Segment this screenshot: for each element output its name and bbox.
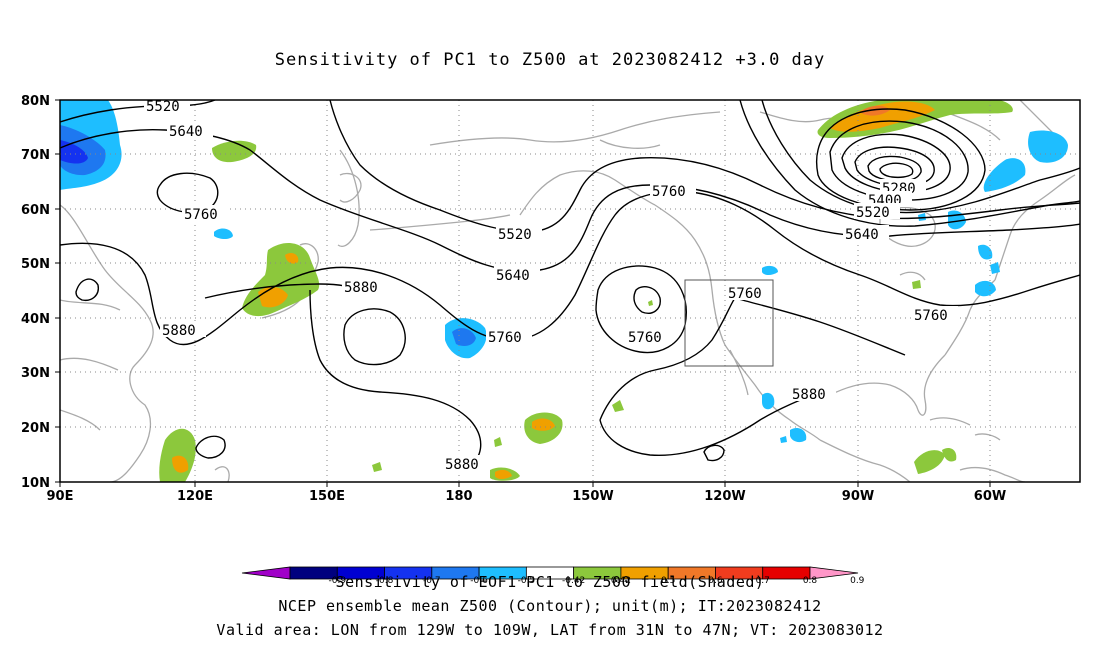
colorbar-tick-label: 0.6 <box>708 576 723 586</box>
contour-label: 5520 <box>146 99 180 115</box>
coastlines <box>60 100 1076 482</box>
lat-label: 80N <box>21 94 50 109</box>
lat-label: 10N <box>21 476 50 491</box>
contour-label: 5880 <box>344 280 378 296</box>
lat-label: 30N <box>21 366 50 381</box>
grid-lines <box>60 100 1080 482</box>
colorbar-tick-label: -0.8 <box>376 576 394 586</box>
colorbar-swatch <box>809 566 859 580</box>
contour-labels: 5520 5640 5760 5880 5520 5640 5760 5880 … <box>144 97 958 473</box>
colorbar-tick-label: 0.42 <box>611 576 631 586</box>
lon-label: 90E <box>47 489 74 504</box>
contour-label: 5760 <box>728 286 762 302</box>
latitude-labels: 80N 70N 60N 50N 40N 30N 20N 10N <box>21 94 50 491</box>
colorbar: -0.9 -0.8 -0.7 -0.6 -0.5 -0.42 0.42 0.5 0.6 0.7 0.… <box>241 566 865 586</box>
colorbar-tick-label: -0.6 <box>470 576 488 586</box>
colorbar-tick-label: -0.9 <box>328 576 346 586</box>
contour-label: 5760 <box>184 207 218 223</box>
contour-label: 5760 <box>652 184 686 200</box>
z500-contours <box>60 100 1080 466</box>
colorbar-tick-label: -0.5 <box>518 576 536 586</box>
contour-label: 5880 <box>162 323 196 339</box>
footer-line-2: NCEP ensemble mean Z500 (Contour); unit(… <box>278 597 822 615</box>
chart-title: Sensitivity of PC1 to Z500 at 2023082412… <box>274 50 826 70</box>
lon-label: 120W <box>704 489 745 504</box>
lon-label: 120E <box>177 489 213 504</box>
lon-label: 60W <box>974 489 1006 504</box>
lat-label: 20N <box>21 421 50 436</box>
contour-label: 5520 <box>498 227 532 243</box>
contour-label: 5640 <box>496 268 530 284</box>
lat-label: 60N <box>21 203 50 218</box>
contour-label: 5880 <box>792 387 826 403</box>
lon-label: 90W <box>842 489 874 504</box>
plot-frame <box>59 99 1081 483</box>
lon-label: 150W <box>572 489 613 504</box>
lon-label: 180 <box>445 489 472 504</box>
footer-line-3: Valid area: LON from 129W to 109W, LAT f… <box>216 621 884 639</box>
colorbar-tick-label: 0.7 <box>756 576 770 586</box>
positive-sensitivity-area <box>212 140 257 163</box>
contour-label: 5640 <box>845 227 879 243</box>
lon-label: 150E <box>309 489 345 504</box>
lat-label: 50N <box>21 257 50 272</box>
sensitivity-shading <box>60 100 1068 482</box>
colorbar-tick-label: 0.9 <box>850 576 865 586</box>
longitude-labels: 90E 120E 150E 180 150W 120W 90W 60W <box>47 489 1007 504</box>
lat-label: 70N <box>21 148 50 163</box>
footer-line-1: Sensitivity of EOF1 PC1 to Z500 field(Sh… <box>335 573 765 591</box>
colorbar-tick-label: 0.8 <box>803 576 818 586</box>
lat-label: 40N <box>21 312 50 327</box>
contour-label: 5760 <box>488 330 522 346</box>
contour-label: 5760 <box>628 330 662 346</box>
contour-label: 5640 <box>169 124 203 140</box>
contour-label: 5520 <box>856 205 890 221</box>
colorbar-tick-label: -0.7 <box>423 576 441 586</box>
contour-label: 5760 <box>914 308 948 324</box>
colorbar-tick-label: -0.42 <box>562 576 585 586</box>
colorbar-tick-label: 0.5 <box>661 576 675 586</box>
contour-label: 5880 <box>445 457 479 473</box>
valid-area-box <box>684 279 774 367</box>
